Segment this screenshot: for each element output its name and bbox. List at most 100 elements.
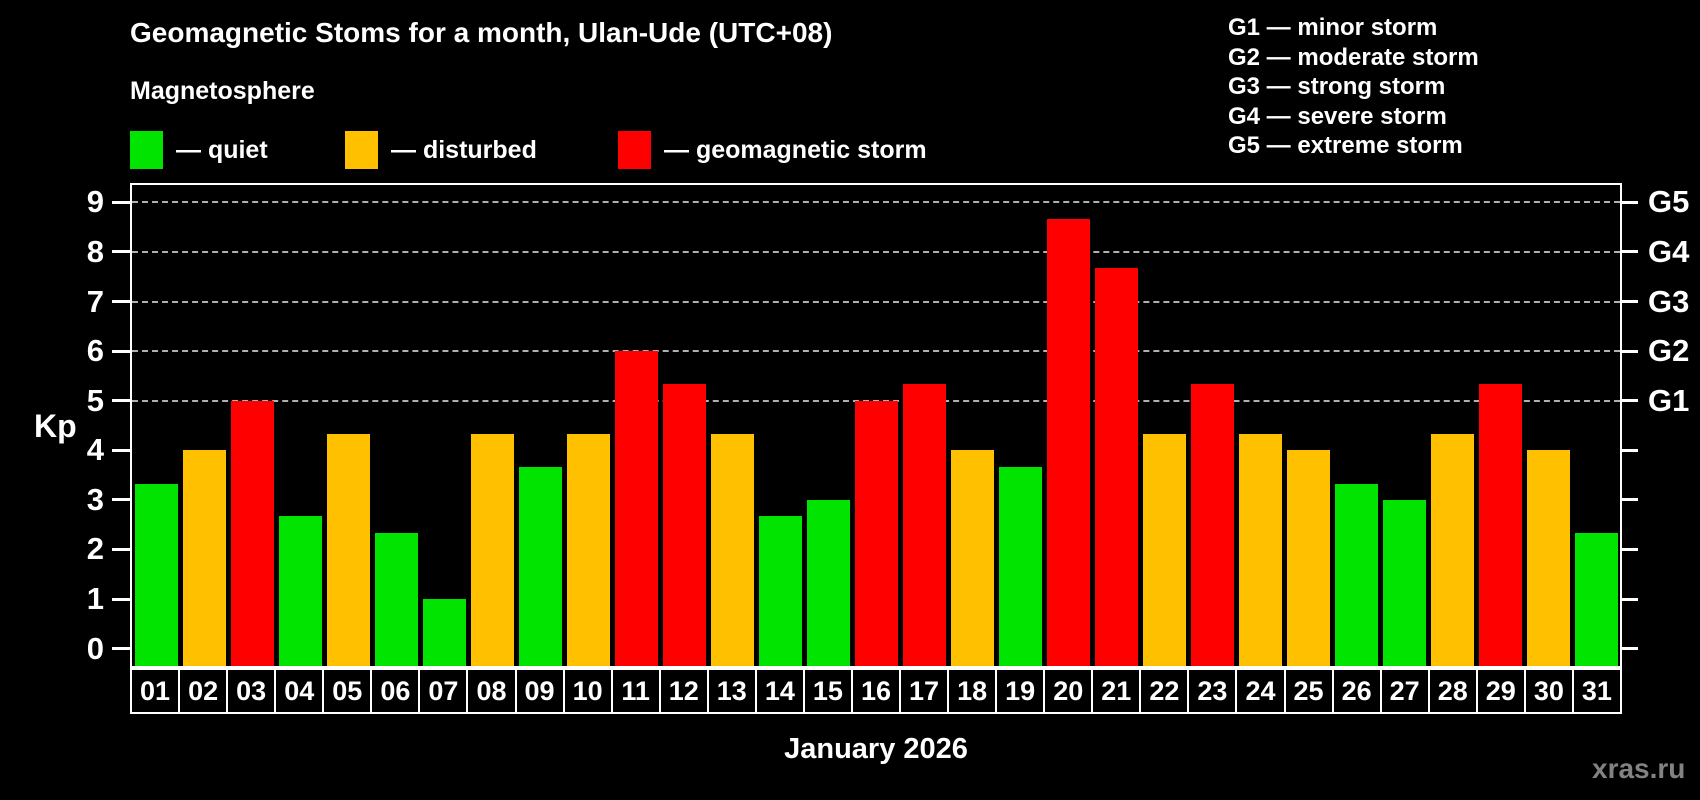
day-cell-29: 29 (1475, 668, 1526, 714)
chart-title: Geomagnetic Stoms for a month, Ulan-Ude … (130, 17, 833, 48)
day-cell-30: 30 (1523, 668, 1574, 714)
ytick-label-8: 8 (86, 233, 104, 269)
x-axis-title-month: January 2026 (784, 733, 968, 765)
bar-day-09 (518, 466, 562, 666)
bar-day-06 (374, 533, 418, 666)
day-cell-05: 05 (322, 668, 373, 714)
bar-day-19 (998, 466, 1042, 666)
legend-item-disturbed: — disturbed (345, 131, 537, 169)
bar-day-12 (662, 384, 706, 666)
bar-day-22 (1142, 433, 1186, 666)
day-cell-26: 26 (1331, 668, 1382, 714)
left-tick-7 (112, 300, 130, 304)
day-cell-16: 16 (850, 668, 901, 714)
g-legend-line-g2: G2 — moderate storm (1228, 43, 1479, 71)
g-legend-line-g1: G1 — minor storm (1228, 14, 1438, 41)
right-tick-0 (1620, 647, 1638, 651)
bar-day-11 (614, 351, 658, 666)
right-tick-4 (1620, 448, 1638, 452)
right-tick-3 (1620, 498, 1638, 502)
bar-day-14 (758, 516, 802, 666)
g-legend-line-g4: G4 — severe storm (1228, 102, 1447, 130)
bar-day-31 (1574, 533, 1618, 666)
bar-day-29 (1478, 384, 1522, 666)
day-cell-01: 01 (130, 668, 181, 714)
left-tick-9 (112, 200, 130, 204)
y-axis-title-kp: Kp (34, 408, 77, 444)
bar-day-01 (134, 483, 178, 666)
day-cell-21: 21 (1091, 668, 1142, 714)
day-cell-04: 04 (274, 668, 325, 714)
bar-day-07 (422, 599, 466, 666)
g-legend-line-g5: G5 — extreme storm (1228, 132, 1463, 160)
bar-day-03 (230, 400, 274, 666)
day-cell-07: 07 (418, 668, 469, 714)
gridline-kp8 (132, 250, 1620, 253)
right-tick-8 (1620, 250, 1638, 254)
right-axis-label-g4: G4 (1648, 233, 1690, 269)
plot-area (130, 183, 1622, 668)
day-cell-09: 09 (514, 668, 565, 714)
ytick-label-2: 2 (86, 531, 104, 567)
day-cell-25: 25 (1283, 668, 1334, 714)
quiet-color-swatch (130, 131, 163, 169)
ytick-label-0: 0 (86, 630, 104, 666)
left-tick-8 (112, 250, 130, 254)
legend-label-quiet: — quiet (176, 135, 268, 164)
magnetosphere-label: Magnetosphere (130, 77, 315, 105)
legend-item-storm: — geomagnetic storm (618, 131, 927, 169)
right-axis-label-g3: G3 (1648, 283, 1690, 319)
bar-day-05 (326, 433, 370, 666)
day-cell-22: 22 (1139, 668, 1190, 714)
right-tick-2 (1620, 547, 1638, 551)
bar-day-27 (1382, 499, 1426, 666)
ytick-label-7: 7 (86, 283, 104, 319)
day-cell-03: 03 (226, 668, 277, 714)
day-cell-02: 02 (178, 668, 229, 714)
bar-day-21 (1094, 268, 1138, 666)
day-cell-19: 19 (995, 668, 1046, 714)
day-cell-17: 17 (899, 668, 950, 714)
left-tick-1 (112, 597, 130, 601)
legend-label-disturbed: — disturbed (391, 135, 537, 164)
bar-day-02 (182, 450, 226, 666)
bar-day-23 (1190, 384, 1234, 666)
right-tick-9 (1620, 200, 1638, 204)
gridline-kp7 (132, 300, 1620, 303)
left-tick-5 (112, 399, 130, 403)
bar-day-13 (710, 433, 754, 666)
right-tick-7 (1620, 300, 1638, 304)
bar-day-16 (854, 400, 898, 666)
left-tick-6 (112, 349, 130, 353)
gridline-kp9 (132, 201, 1620, 204)
g-legend-line-g3: G3 — strong storm (1228, 73, 1446, 101)
gridline-kp6 (132, 350, 1620, 353)
right-axis-label-g5: G5 (1648, 184, 1690, 220)
day-cell-24: 24 (1235, 668, 1286, 714)
bar-day-30 (1526, 450, 1570, 666)
bar-day-18 (950, 450, 994, 666)
gridline-kp5 (132, 399, 1620, 402)
day-cell-13: 13 (706, 668, 757, 714)
bar-day-25 (1286, 450, 1330, 666)
day-cell-31: 31 (1571, 668, 1622, 714)
day-cell-11: 11 (610, 668, 661, 714)
day-cell-10: 10 (562, 668, 613, 714)
bar-day-15 (806, 499, 850, 666)
bar-day-24 (1238, 433, 1282, 666)
bar-day-17 (902, 384, 946, 666)
day-cell-27: 27 (1379, 668, 1430, 714)
left-tick-3 (112, 498, 130, 502)
disturbed-color-swatch (345, 131, 378, 169)
ytick-label-3: 3 (86, 481, 104, 517)
legend-item-quiet: — quiet (130, 131, 268, 169)
left-tick-2 (112, 547, 130, 551)
day-cell-08: 08 (466, 668, 517, 714)
day-cell-06: 06 (370, 668, 421, 714)
bar-day-28 (1430, 433, 1474, 666)
g-scale-legend: G1 — minor storm G2 — moderate storm G3 … (1228, 13, 1479, 161)
ytick-label-6: 6 (86, 333, 104, 369)
ytick-label-9: 9 (86, 184, 104, 220)
day-cell-28: 28 (1427, 668, 1478, 714)
